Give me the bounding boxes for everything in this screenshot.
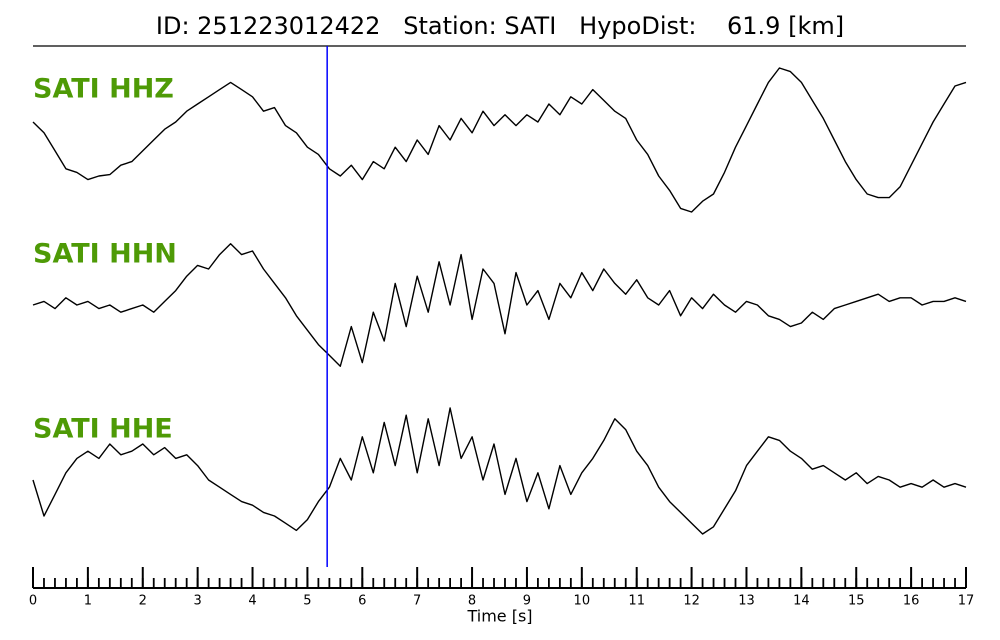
x-axis-label: Time [s] <box>466 607 532 626</box>
x-tick-label: 8 <box>468 594 476 609</box>
trace <box>32 243 967 367</box>
x-tick-label: 10 <box>574 594 591 609</box>
x-tick-label: 17 <box>958 594 975 609</box>
x-tick-label: 3 <box>194 594 202 609</box>
trace-label: SATI HHE <box>33 414 173 445</box>
x-tick-label: 12 <box>683 594 700 609</box>
x-tick-label: 6 <box>358 594 366 609</box>
trace-label: SATI HHN <box>33 239 177 270</box>
x-tick-label: 9 <box>523 594 531 609</box>
x-tick-label: 11 <box>628 594 645 609</box>
x-tick-label: 5 <box>303 594 311 609</box>
x-tick-label: 0 <box>29 594 37 609</box>
trace <box>32 67 967 213</box>
x-tick-label: 16 <box>903 594 920 609</box>
x-tick-label: 4 <box>248 594 256 609</box>
trace-label: SATI HHZ <box>33 74 174 105</box>
x-tick-label: 1 <box>84 594 92 609</box>
x-tick-label: 13 <box>738 594 755 609</box>
x-tick-label: 7 <box>413 594 421 609</box>
x-tick-label: 14 <box>793 594 810 609</box>
trace <box>32 407 967 535</box>
x-tick-label: 2 <box>139 594 147 609</box>
chart-title: ID: 251223012422 Station: SATI HypoDist:… <box>156 12 844 40</box>
x-tick-label: 15 <box>848 594 865 609</box>
